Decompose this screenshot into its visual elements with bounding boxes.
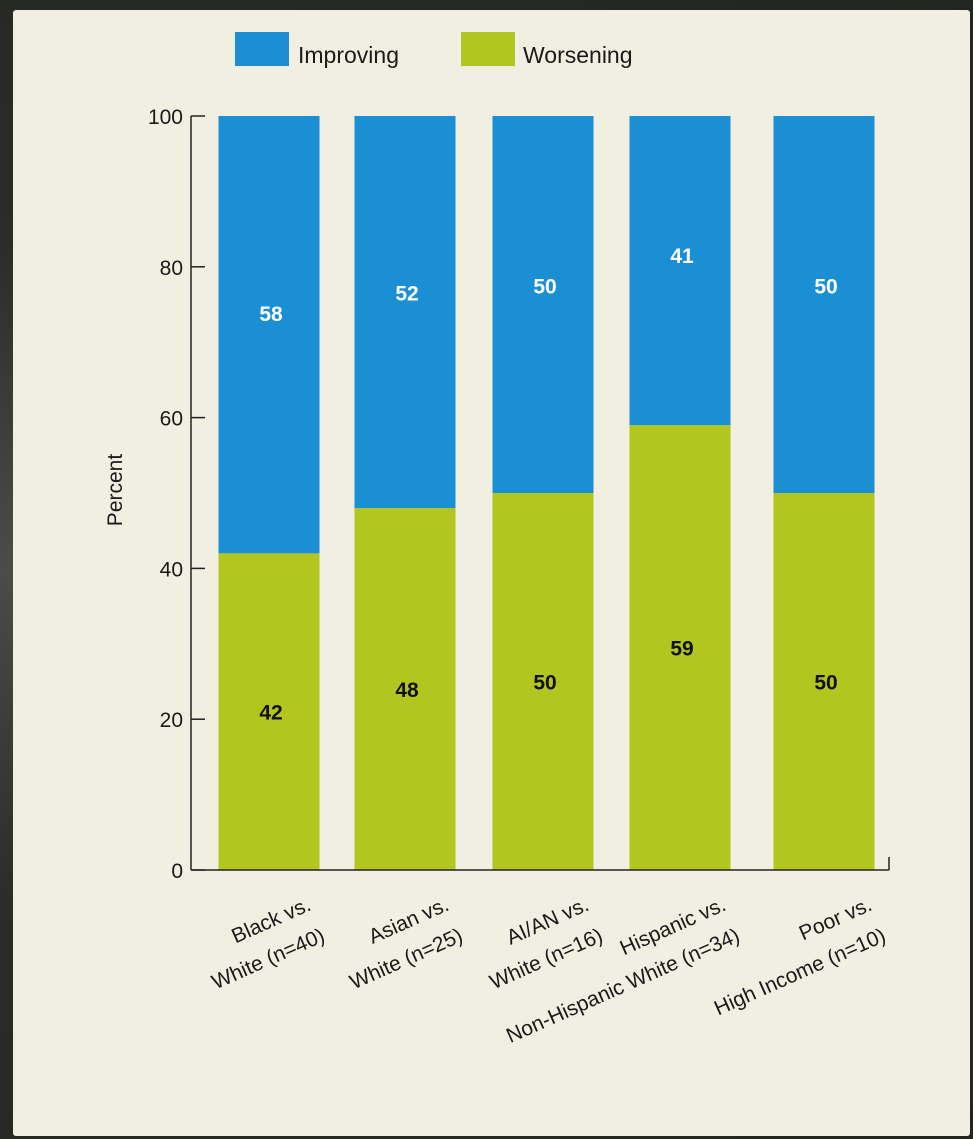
bar-improving [218,116,320,554]
y-tick-label: 60 [160,408,183,431]
x-tick-label-group: AI/AN vs.White (n=16) [486,893,606,994]
bar-worsening [218,553,320,870]
bar-worsening [492,493,594,870]
value-label-worsening: 48 [395,679,419,702]
x-tick-label: White (n=40) [208,924,328,994]
x-tick-label: White (n=16) [486,924,606,994]
value-labels: 42 58 48 52 50 50 59 41 50 50 [259,245,837,725]
value-label-worsening: 50 [533,672,556,695]
bar-worsening [773,493,875,870]
chart-panel: Improving Worsening Percent 0 20 40 60 80 100… [13,10,970,1136]
value-label-worsening: 42 [259,702,282,725]
value-label-worsening: 50 [814,672,837,695]
bar-improving [773,116,875,493]
y-tick-label: 80 [160,257,183,280]
value-label-improving: 50 [814,276,837,299]
y-tick-label: 20 [160,709,183,732]
bar-worsening [629,425,731,870]
value-label-improving: 41 [670,245,694,268]
bar-improving [354,116,456,509]
x-tick-label: White (n=25) [346,924,466,994]
y-axis: 0 20 40 60 80 100 [148,106,205,883]
bars [218,116,875,870]
y-tick-label: 100 [148,106,183,129]
bar-improving [629,116,731,426]
x-axis: Black vs.White (n=40)Asian vs.White (n=2… [208,893,889,1048]
legend-label-improving: Improving [298,42,399,68]
value-label-improving: 52 [395,282,418,305]
bar-worsening [354,508,456,870]
stacked-bar-chart: Improving Worsening Percent 0 20 40 60 80 100… [104,32,890,1048]
bar-improving [492,116,594,493]
x-tick-label-group: Asian vs.White (n=25) [346,893,466,994]
legend-swatch-worsening [461,32,515,66]
legend-swatch-improving [235,32,289,66]
value-label-improving: 58 [259,303,283,326]
legend: Improving Worsening [235,32,633,68]
value-label-worsening: 59 [670,638,693,661]
x-tick-label-group: Black vs.White (n=40) [208,893,328,994]
legend-label-worsening: Worsening [523,42,633,68]
y-axis-title: Percent [104,454,127,527]
y-tick-label: 40 [160,558,183,581]
value-label-improving: 50 [533,276,556,299]
y-tick-label: 0 [171,860,183,883]
